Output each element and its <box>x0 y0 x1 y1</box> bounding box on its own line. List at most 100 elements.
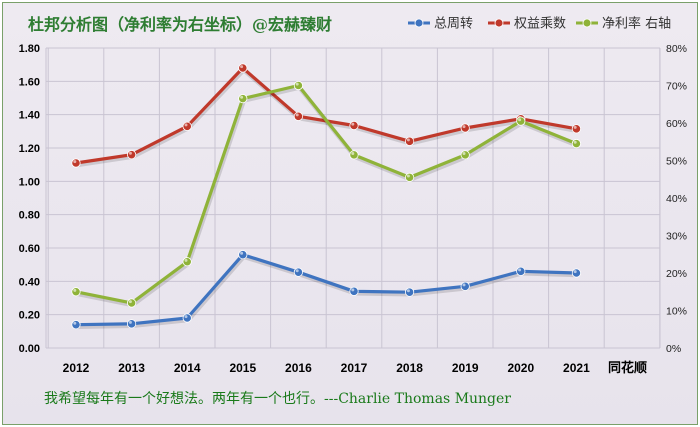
data-point <box>460 281 470 291</box>
y-left-tick-label: 1.60 <box>19 76 40 88</box>
data-point <box>516 116 526 126</box>
data-point-highlight <box>406 174 410 178</box>
data-point-highlight <box>462 283 466 287</box>
x-tick-label: 2015 <box>229 361 256 375</box>
y-left-tick-label: 0.20 <box>19 310 40 322</box>
data-point <box>349 120 359 131</box>
y-left-tick-label: 0.40 <box>19 276 40 288</box>
data-point <box>404 136 415 146</box>
y-left-tick-label: 1.00 <box>19 176 40 188</box>
data-point-highlight <box>184 123 188 127</box>
data-point-highlight <box>406 289 410 293</box>
data-point <box>127 150 137 160</box>
y-right-tick-label: 70% <box>666 81 687 93</box>
y-right-tick-label: 0% <box>666 343 681 355</box>
data-point-highlight <box>351 288 355 292</box>
y-left-tick-label: 0.80 <box>19 210 40 222</box>
watermark-text: 同花顺 <box>608 360 647 376</box>
data-point-highlight <box>295 82 299 86</box>
data-point-highlight <box>73 160 77 164</box>
data-point-highlight <box>184 315 188 319</box>
y-right-tick-label: 30% <box>666 231 687 243</box>
series-line <box>74 253 578 327</box>
data-point <box>238 250 248 260</box>
y-right-tick-label: 10% <box>666 306 687 318</box>
series-line-shadow <box>76 67 578 168</box>
series-group <box>71 250 582 330</box>
data-point-highlight <box>573 140 577 144</box>
data-point <box>238 94 248 104</box>
x-tick-label: 2016 <box>285 361 312 375</box>
data-point-highlight <box>295 113 299 117</box>
data-point-highlight <box>573 125 577 129</box>
data-point <box>182 257 192 267</box>
y-right-tick-label: 60% <box>666 118 687 130</box>
data-point <box>71 158 81 168</box>
data-point <box>127 319 137 329</box>
legend-swatch-marker <box>494 18 504 28</box>
data-point-highlight <box>240 251 244 255</box>
data-point-highlight <box>240 95 244 99</box>
data-point-highlight <box>128 300 132 304</box>
data-point <box>71 320 81 330</box>
series-lines <box>71 63 582 330</box>
y-right-tick-label: 40% <box>666 193 687 205</box>
data-point <box>238 63 248 73</box>
data-point <box>293 111 303 121</box>
footer-quote: 我希望每年有一个好想法。两年有一个也行。---Charlie Thomas Mu… <box>44 391 511 407</box>
data-point <box>349 150 359 160</box>
chart-title: 杜邦分析图（净利率为右坐标）@宏赫臻财 <box>28 15 332 34</box>
data-point <box>293 80 303 91</box>
y-left-tick-label: 1.40 <box>19 110 40 122</box>
data-point <box>349 286 359 296</box>
y-right-tick-label: 50% <box>666 156 687 168</box>
data-point-highlight <box>462 151 466 155</box>
legend-swatch-marker <box>414 18 424 28</box>
y-left-tick-label: 0.60 <box>19 243 40 255</box>
data-point-highlight <box>184 258 188 262</box>
data-point <box>71 287 81 297</box>
data-point-highlight <box>351 122 355 126</box>
data-point <box>460 150 470 160</box>
data-point-highlight <box>73 321 77 325</box>
x-tick-label: 2017 <box>341 361 368 375</box>
legend-label: 净利率 右轴 <box>602 16 671 32</box>
data-point-highlight <box>518 118 522 122</box>
data-point-highlight <box>73 288 77 292</box>
legend-label: 总周转 <box>434 17 473 32</box>
data-point <box>404 172 415 182</box>
y-left-tick-label: 0.00 <box>19 343 40 355</box>
data-point-highlight <box>573 270 577 274</box>
x-tick-label: 2021 <box>563 361 590 375</box>
data-point <box>571 139 582 149</box>
data-point <box>404 287 415 297</box>
data-point-highlight <box>518 268 522 272</box>
x-tick-label: 2012 <box>63 361 90 375</box>
legend-swatch-marker <box>582 18 592 28</box>
data-point <box>516 266 526 276</box>
gridlines <box>45 47 661 349</box>
legend-label: 权益乘数 <box>514 16 566 32</box>
y-left-tick-label: 1.80 <box>19 43 40 55</box>
y-left-tick-label: 1.20 <box>19 143 40 155</box>
data-point-highlight <box>128 151 132 155</box>
data-point <box>182 313 192 323</box>
y-right-tick-label: 20% <box>666 268 687 280</box>
x-tick-label: 2020 <box>507 361 534 375</box>
data-point-highlight <box>128 320 132 324</box>
x-tick-label: 2013 <box>118 361 145 375</box>
x-tick-label: 2019 <box>452 361 479 375</box>
data-point-highlight <box>462 125 466 129</box>
series-group <box>71 80 582 308</box>
legend: 总周转 权益乘数 净利率 右轴 <box>408 16 671 32</box>
axes: 0.00 0.20 0.40 0.60 0.80 1.00 1.20 1.40 1.60 1.80… <box>19 43 687 375</box>
data-point-highlight <box>351 151 355 155</box>
data-point <box>127 298 137 308</box>
y-right-tick-label: 80% <box>666 43 687 55</box>
data-point <box>571 268 582 278</box>
data-point <box>571 124 582 134</box>
data-point <box>460 123 470 133</box>
x-tick-label: 2014 <box>174 361 201 375</box>
data-point-highlight <box>406 138 410 142</box>
